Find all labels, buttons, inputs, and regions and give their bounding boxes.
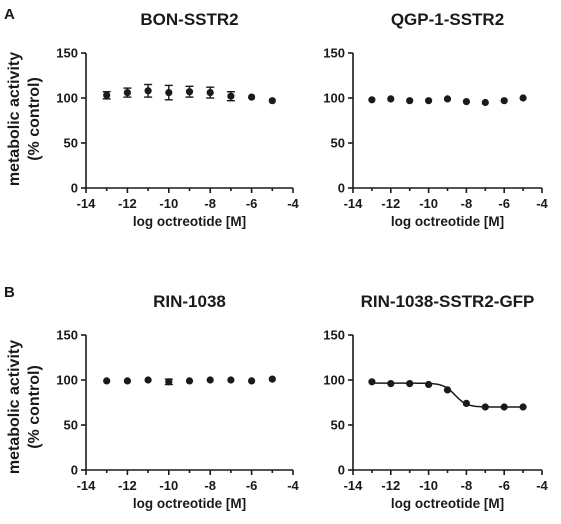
data-point	[248, 377, 256, 385]
y-axis-label-line1-bottom: metabolic activity	[6, 340, 23, 474]
x-tick-label: -14	[344, 478, 364, 493]
data-point	[406, 380, 414, 388]
data-point	[165, 378, 173, 386]
data-point	[206, 376, 214, 384]
chart-title: RIN-1038-SSTR2-GFP	[361, 292, 535, 311]
data-point	[268, 97, 276, 105]
data-point	[103, 91, 111, 99]
data-point	[227, 376, 235, 384]
y-tick-label: 150	[56, 328, 78, 343]
y-tick-label: 0	[338, 181, 345, 196]
x-tick-label: -8	[461, 196, 473, 211]
chart-bon-sstr2: BON-SSTR2 0 50 100 150 -14 -12 -10 -8 -6 -4 log oct…	[56, 10, 299, 229]
y-tick-label: 50	[64, 418, 78, 433]
x-axis-title: log octreotide [M]	[391, 214, 504, 229]
data-point	[387, 380, 395, 388]
x-axis-title: log octreotide [M]	[133, 214, 246, 229]
y-tick-label: 150	[56, 46, 78, 61]
x-tick-label: -6	[246, 478, 258, 493]
x-tick-label: -10	[419, 478, 438, 493]
data-point	[425, 380, 433, 389]
y-tick-label: 100	[323, 91, 345, 106]
data-point	[462, 98, 470, 106]
data-point	[443, 386, 452, 394]
data-point	[500, 403, 508, 411]
y-axis-label-line2-top: (% control)	[26, 77, 43, 161]
x-axis-title: log octreotide [M]	[391, 496, 504, 511]
x-tick-label: -4	[287, 196, 299, 211]
x-tick-label: -10	[159, 196, 178, 211]
data-point	[462, 399, 470, 407]
data-point	[144, 376, 152, 384]
x-tick-label: -8	[204, 478, 216, 493]
panel-letter-b: B	[4, 284, 15, 301]
x-tick-label: -14	[77, 478, 97, 493]
data-point	[248, 93, 256, 101]
y-tick-label: 100	[56, 91, 78, 106]
y-axis-label-line1-top: metabolic activity	[6, 52, 23, 186]
x-axis-title: log octreotide [M]	[133, 496, 246, 511]
y-tick-label: 50	[331, 418, 345, 433]
x-tick-label: -10	[419, 196, 438, 211]
x-tick-label: -4	[287, 478, 299, 493]
data-point	[443, 95, 452, 103]
data-point	[144, 87, 152, 95]
x-tick-label: -6	[246, 196, 258, 211]
data-point	[368, 378, 376, 386]
x-tick-label: -6	[498, 196, 510, 211]
chart-qgp-1-sstr2: QGP-1-SSTR2 0 50 100 150 -14 -12 -10 -8 -6 -4 log o…	[323, 10, 548, 229]
y-tick-label: 0	[71, 181, 78, 196]
y-tick-label: 0	[71, 463, 78, 478]
data-point	[406, 97, 414, 105]
y-axis-label-line2-bottom: (% control)	[26, 365, 43, 449]
x-tick-label: -14	[77, 196, 97, 211]
y-tick-label: 100	[56, 373, 78, 388]
data-point	[481, 98, 489, 107]
data-point	[268, 375, 276, 383]
x-tick-label: -14	[344, 196, 364, 211]
x-tick-label: -8	[461, 478, 473, 493]
data-point	[103, 377, 111, 385]
data-point	[481, 403, 489, 411]
data-point	[123, 377, 131, 385]
data-point	[519, 403, 527, 411]
x-tick-label: -8	[204, 196, 216, 211]
y-tick-label: 150	[323, 328, 345, 343]
x-tick-label: -4	[536, 196, 548, 211]
y-tick-label: 0	[338, 463, 345, 478]
x-tick-label: -12	[381, 478, 400, 493]
y-tick-label: 50	[64, 136, 78, 151]
chart-rin-1038: RIN-1038 0 50 100 150 -14 -12 -10 -8 -6 -4 log octr…	[56, 292, 299, 511]
y-tick-label: 150	[323, 46, 345, 61]
data-point	[206, 89, 214, 97]
data-point	[123, 89, 131, 97]
x-tick-label: -10	[159, 478, 178, 493]
panel-letter-a: A	[4, 6, 15, 23]
x-tick-label: -12	[118, 478, 137, 493]
y-tick-label: 50	[331, 136, 345, 151]
data-point	[368, 96, 376, 104]
chart-title: QGP-1-SSTR2	[391, 10, 504, 29]
chart-title: RIN-1038	[153, 292, 226, 311]
data-point	[185, 377, 194, 385]
x-tick-label: -12	[118, 196, 137, 211]
data-point	[185, 88, 194, 96]
x-tick-label: -4	[536, 478, 548, 493]
y-tick-label: 100	[323, 373, 345, 388]
data-point	[227, 92, 235, 100]
chart-title: BON-SSTR2	[140, 10, 238, 29]
data-point	[387, 95, 395, 103]
x-tick-label: -12	[381, 196, 400, 211]
data-point	[425, 97, 433, 105]
data-point	[519, 94, 527, 102]
data-point	[165, 89, 173, 97]
x-tick-label: -6	[498, 478, 510, 493]
chart-rin-1038-sstr2-gfp: RIN-1038-SSTR2-GFP 0 50 100 150 -14 -12 -10 -8 -6…	[323, 292, 548, 511]
data-point	[500, 97, 508, 105]
